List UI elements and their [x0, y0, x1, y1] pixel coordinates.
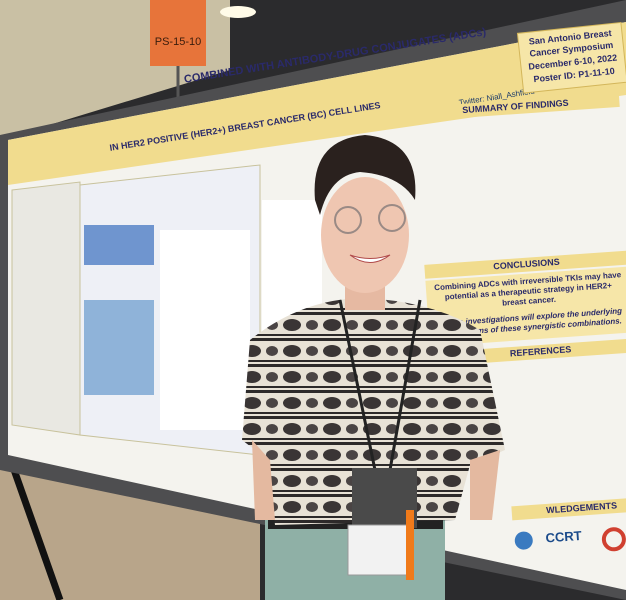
logo-icon — [601, 527, 626, 552]
conclusions-heading: CONCLUSIONS — [493, 257, 560, 272]
lanyard — [338, 299, 422, 471]
logo: CCRT — [545, 528, 582, 545]
result-table — [84, 300, 154, 395]
glasses — [334, 206, 362, 234]
conclusion-text: breast cancer. — [502, 295, 556, 308]
sign — [150, 0, 206, 66]
conclusion-box — [425, 266, 626, 347]
section-bar — [413, 92, 620, 122]
poster-header — [8, 22, 626, 185]
left-panel — [11, 181, 81, 436]
section-bar — [511, 496, 626, 521]
section-bar — [450, 338, 626, 366]
acknowledgements-heading: WLEDGEMENTS — [546, 500, 618, 515]
meeting-box — [516, 21, 626, 94]
result-plots — [160, 230, 250, 430]
ceiling-light — [220, 6, 256, 18]
pen — [406, 510, 414, 580]
hair — [314, 135, 416, 215]
glasses — [378, 204, 406, 232]
shirt — [242, 298, 505, 525]
arm — [252, 440, 275, 520]
badge — [347, 524, 411, 576]
face — [321, 177, 409, 293]
arm — [470, 450, 500, 520]
logo-icon — [514, 531, 533, 550]
section-bar — [424, 250, 626, 279]
smile — [349, 254, 391, 263]
references-heading: REFERENCES — [510, 344, 572, 358]
result-table — [84, 225, 154, 265]
sign-label: PS-15-10 — [155, 36, 201, 48]
